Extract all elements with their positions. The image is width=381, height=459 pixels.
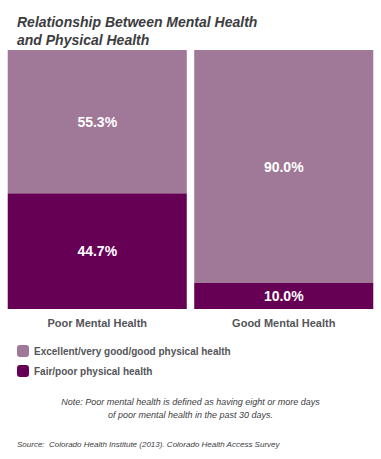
svg-text:Excellent/very good/good physi: Excellent/very good/good physical health [34, 346, 231, 357]
svg-text:and Physical Health: and Physical Health [17, 32, 149, 48]
svg-text:44.7%: 44.7% [77, 243, 117, 259]
svg-text:55.3%: 55.3% [77, 114, 117, 130]
svg-text:10.0%: 10.0% [264, 288, 304, 304]
svg-text:Note: Poor mental health is de: Note: Poor mental health is defined as h… [61, 397, 320, 407]
svg-text:Source: Colorado Health Insti: Source: Colorado Health Institute (2013)… [17, 440, 281, 449]
svg-text:Relationship Between Mental He: Relationship Between Mental Health [17, 14, 257, 30]
svg-text:Good Mental Health: Good Mental Health [232, 317, 336, 329]
svg-text:of poor mental health in the p: of poor mental health in the past 30 day… [108, 410, 273, 420]
svg-text:Poor Mental Health: Poor Mental Health [47, 317, 147, 329]
svg-text:90.0%: 90.0% [264, 159, 304, 175]
svg-text:Fair/poor physical health: Fair/poor physical health [34, 366, 152, 377]
